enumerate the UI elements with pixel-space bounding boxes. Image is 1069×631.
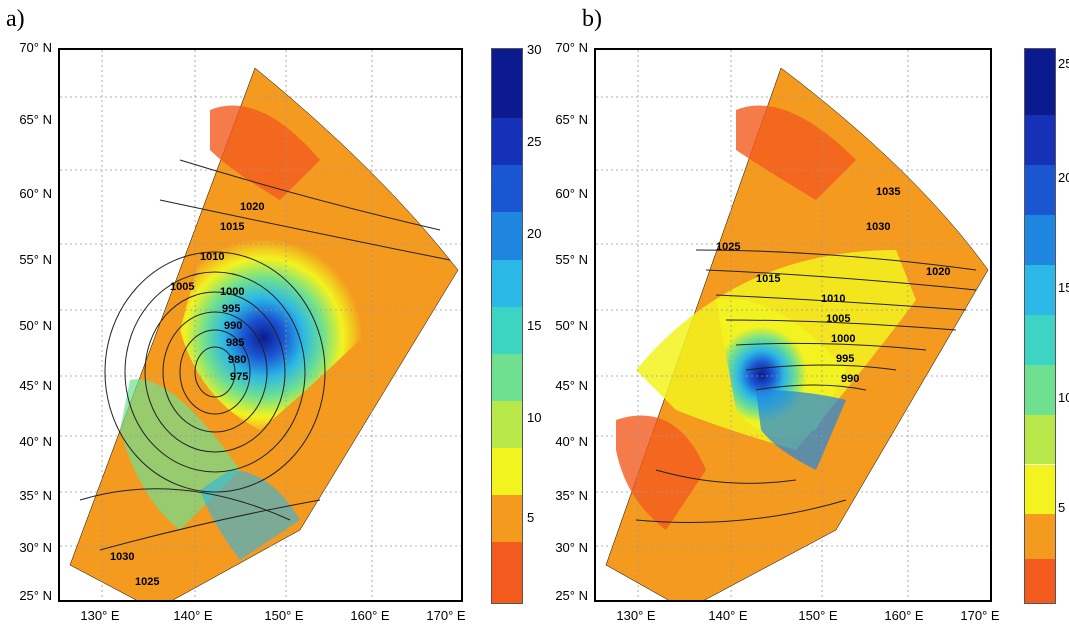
cbar-b-tick-5: 5 [1058, 500, 1066, 515]
lon-label-b-150: 150° E [798, 608, 838, 623]
lon-label-140: 140° E [173, 608, 213, 623]
isobar-label-a-985: 985 [226, 337, 244, 349]
lat-label-65: 65° N [19, 112, 52, 127]
isobar-label-a-1010: 1010 [200, 251, 224, 263]
cbar-a-tick-30: 30 [527, 42, 542, 57]
isobar-label-a-1000: 1000 [220, 286, 244, 298]
isobar-label-a-1015: 1015 [220, 221, 244, 233]
lon-label-b-130: 130° E [616, 608, 656, 623]
isobar-label-a-980: 980 [228, 354, 246, 366]
colorbar-a [491, 48, 523, 604]
lon-label-b-170: 170° E [960, 608, 1000, 623]
lat-label-35: 35° N [19, 488, 52, 503]
cbar-a-tick-25: 25 [527, 134, 542, 149]
lat-label-25: 25° N [19, 588, 52, 603]
panel-a-field: 1000 995 990 985 980 975 1005 1010 1015 … [60, 50, 461, 611]
lat-label-30: 30° N [19, 540, 52, 555]
lat-label-40: 40° N [19, 434, 52, 449]
lat-label-55: 55° N [19, 252, 52, 267]
cbar-a-tick-20: 20 [527, 226, 542, 241]
isobar-label-b-1030: 1030 [866, 221, 890, 233]
lon-label-b-140: 140° E [708, 608, 748, 623]
lat-label-b-55: 55° N [555, 252, 588, 267]
isobar-label-a-1025: 1025 [135, 576, 159, 588]
lat-label-b-40: 40° N [555, 434, 588, 449]
lat-label-b-70: 70° N [555, 40, 588, 55]
lat-label-b-45: 45° N [555, 378, 588, 393]
lat-label-b-60: 60° N [555, 186, 588, 201]
lon-label-b-160: 160° E [884, 608, 924, 623]
colorbar-b [1024, 48, 1056, 604]
lon-label-170: 170° E [426, 608, 466, 623]
isobar-label-a-990: 990 [224, 320, 242, 332]
lon-label-150: 150° E [264, 608, 304, 623]
cbar-b-tick-25: 25 [1058, 56, 1069, 71]
isobar-label-b-1005: 1005 [826, 313, 850, 325]
isobar-label-a-1030: 1030 [110, 551, 134, 563]
lat-label-60: 60° N [19, 186, 52, 201]
panel-a-label: a) [6, 6, 25, 32]
panel-b-label: b) [582, 6, 602, 32]
lat-label-45: 45° N [19, 378, 52, 393]
lat-label-b-50: 50° N [555, 318, 588, 333]
isobar-label-a-975: 975 [230, 371, 248, 383]
cbar-b-tick-20: 20 [1058, 170, 1069, 185]
isobar-label-b-1015: 1015 [756, 273, 780, 285]
isobar-label-b-1000: 1000 [831, 333, 855, 345]
lat-label-b-65: 65° N [555, 112, 588, 127]
lon-label-160: 160° E [350, 608, 390, 623]
isobar-label-a-1005: 1005 [170, 281, 194, 293]
isobar-label-b-1010: 1010 [821, 293, 845, 305]
lat-label-50: 50° N [19, 318, 52, 333]
lat-label-b-25: 25° N [555, 588, 588, 603]
isobar-label-b-1020: 1020 [926, 266, 950, 278]
lat-label-b-30: 30° N [555, 540, 588, 555]
isobar-label-b-1025: 1025 [716, 241, 740, 253]
panel-a-map: 1000 995 990 985 980 975 1005 1010 1015 … [58, 48, 463, 611]
cbar-a-tick-10: 10 [527, 410, 542, 425]
panel-b-map: 1035 1030 1025 1020 1015 1010 1005 1000 … [594, 48, 992, 611]
lat-label-b-35: 35° N [555, 488, 588, 503]
cbar-b-tick-10: 10 [1058, 390, 1069, 405]
isobar-label-b-990: 990 [841, 373, 859, 385]
panel-b-field: 1035 1030 1025 1020 1015 1010 1005 1000 … [596, 50, 990, 611]
isobar-label-b-995: 995 [836, 353, 854, 365]
cbar-a-tick-15: 15 [527, 318, 542, 333]
lon-label-130: 130° E [80, 608, 120, 623]
isobar-label-a-1020: 1020 [240, 201, 264, 213]
cbar-b-tick-15: 15 [1058, 280, 1069, 295]
isobar-label-b-1035: 1035 [876, 186, 900, 198]
lat-label-70: 70° N [19, 40, 52, 55]
isobar-label-a-995: 995 [222, 303, 240, 315]
cbar-a-tick-5: 5 [527, 510, 535, 525]
